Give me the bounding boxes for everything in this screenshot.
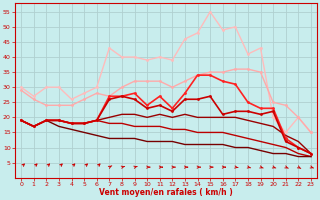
X-axis label: Vent moyen/en rafales ( km/h ): Vent moyen/en rafales ( km/h ) xyxy=(99,188,233,197)
